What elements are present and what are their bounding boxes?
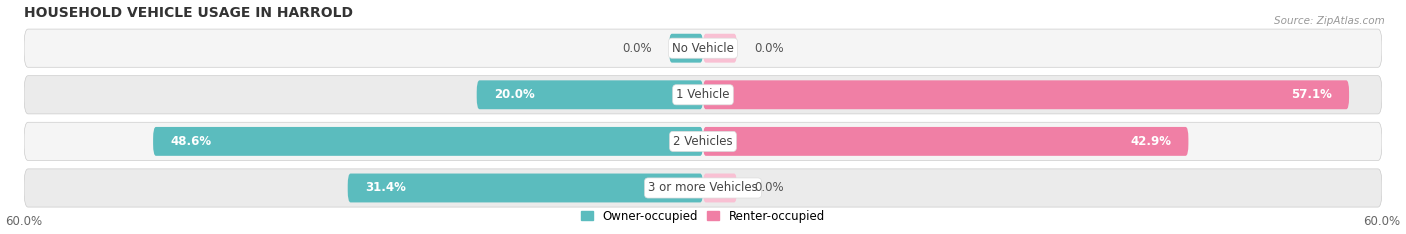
- FancyBboxPatch shape: [703, 34, 737, 63]
- Text: 42.9%: 42.9%: [1130, 135, 1171, 148]
- Text: 2 Vehicles: 2 Vehicles: [673, 135, 733, 148]
- Text: 0.0%: 0.0%: [754, 182, 783, 194]
- FancyBboxPatch shape: [703, 127, 1188, 156]
- FancyBboxPatch shape: [477, 80, 703, 109]
- Text: Source: ZipAtlas.com: Source: ZipAtlas.com: [1274, 16, 1385, 26]
- Text: 20.0%: 20.0%: [494, 88, 534, 101]
- Text: 48.6%: 48.6%: [170, 135, 211, 148]
- FancyBboxPatch shape: [669, 34, 703, 63]
- Legend: Owner-occupied, Renter-occupied: Owner-occupied, Renter-occupied: [576, 205, 830, 228]
- FancyBboxPatch shape: [24, 29, 1382, 67]
- Text: HOUSEHOLD VEHICLE USAGE IN HARROLD: HOUSEHOLD VEHICLE USAGE IN HARROLD: [24, 6, 353, 20]
- FancyBboxPatch shape: [24, 169, 1382, 207]
- FancyBboxPatch shape: [24, 76, 1382, 114]
- FancyBboxPatch shape: [24, 122, 1382, 161]
- Text: 0.0%: 0.0%: [623, 42, 652, 55]
- FancyBboxPatch shape: [153, 127, 703, 156]
- Text: 31.4%: 31.4%: [364, 182, 405, 194]
- FancyBboxPatch shape: [703, 174, 737, 202]
- Text: 0.0%: 0.0%: [754, 42, 783, 55]
- Text: 1 Vehicle: 1 Vehicle: [676, 88, 730, 101]
- Text: No Vehicle: No Vehicle: [672, 42, 734, 55]
- FancyBboxPatch shape: [347, 174, 703, 202]
- FancyBboxPatch shape: [703, 80, 1350, 109]
- Text: 3 or more Vehicles: 3 or more Vehicles: [648, 182, 758, 194]
- Text: 57.1%: 57.1%: [1291, 88, 1331, 101]
